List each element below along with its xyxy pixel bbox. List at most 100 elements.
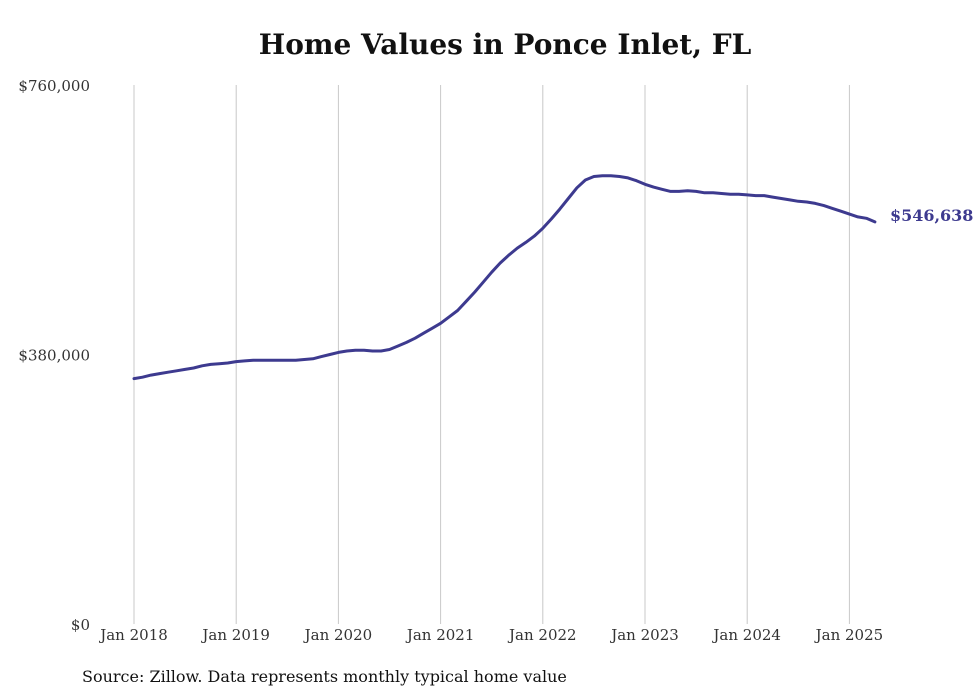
data-point-2022-01 bbox=[541, 227, 544, 230]
data-point-2020-10 bbox=[414, 337, 417, 340]
chart-title: Home Values in Ponce Inlet, FL bbox=[258, 28, 752, 61]
data-point-2019-09 bbox=[303, 358, 306, 361]
data-point-2019-03 bbox=[252, 359, 255, 362]
data-point-2020-07 bbox=[388, 348, 391, 351]
data-point-2024-03 bbox=[763, 194, 766, 197]
data-point-2024-05 bbox=[780, 197, 783, 200]
x-axis-tick-labels: Jan 2018 Jan 2019 Jan 2020 Jan 2021 Jan 2022… bbox=[98, 626, 883, 644]
series-group bbox=[132, 174, 877, 381]
y-tick-label: $760,000 bbox=[18, 77, 90, 95]
data-point-2024-11 bbox=[831, 207, 834, 210]
data-point-2023-07 bbox=[695, 190, 698, 193]
data-point-2018-02 bbox=[141, 376, 144, 379]
data-point-2024-06 bbox=[788, 198, 791, 201]
data-point-2019-07 bbox=[286, 359, 289, 362]
data-point-2023-09 bbox=[712, 191, 715, 194]
x-tick-label: Jan 2025 bbox=[814, 626, 884, 644]
data-point-2021-07 bbox=[490, 271, 493, 274]
data-point-2021-08 bbox=[499, 262, 502, 265]
data-point-2019-08 bbox=[294, 359, 297, 362]
data-point-2018-03 bbox=[150, 374, 153, 377]
data-point-2020-06 bbox=[380, 350, 383, 353]
data-point-2024-01 bbox=[746, 193, 749, 196]
data-point-2020-08 bbox=[397, 345, 400, 348]
data-point-2018-04 bbox=[158, 372, 161, 375]
x-tick-label: Jan 2024 bbox=[711, 626, 781, 644]
data-point-2023-12 bbox=[737, 193, 740, 196]
data-point-2025-03 bbox=[865, 217, 868, 220]
data-point-2020-03 bbox=[354, 349, 357, 352]
data-point-2025-04 bbox=[873, 220, 876, 223]
data-point-2021-04 bbox=[465, 300, 468, 303]
data-point-2019-11 bbox=[320, 355, 323, 358]
data-point-2022-10 bbox=[618, 175, 621, 178]
x-tick-label: Jan 2020 bbox=[303, 626, 373, 644]
data-point-2023-11 bbox=[729, 193, 732, 196]
x-tick-label: Jan 2019 bbox=[200, 626, 270, 644]
data-point-2022-08 bbox=[601, 174, 604, 177]
data-point-2018-07 bbox=[184, 368, 187, 371]
data-point-2022-12 bbox=[635, 179, 638, 182]
data-point-2021-03 bbox=[456, 309, 459, 312]
data-point-2025-01 bbox=[848, 213, 851, 216]
data-point-2020-09 bbox=[405, 341, 408, 344]
data-point-2023-02 bbox=[652, 186, 655, 189]
data-point-2024-10 bbox=[822, 204, 825, 207]
data-point-2024-08 bbox=[805, 201, 808, 204]
end-label-group: $546,638 bbox=[890, 206, 974, 225]
data-point-2023-03 bbox=[661, 188, 664, 191]
data-point-2020-12 bbox=[431, 327, 434, 330]
data-point-2021-02 bbox=[448, 315, 451, 318]
data-point-2020-01 bbox=[337, 351, 340, 354]
data-point-2018-11 bbox=[218, 362, 221, 365]
data-point-2018-01 bbox=[133, 377, 136, 380]
data-point-2019-10 bbox=[311, 357, 314, 360]
data-point-2021-11 bbox=[524, 241, 527, 244]
x-tick-label: Jan 2021 bbox=[405, 626, 475, 644]
data-point-2019-05 bbox=[269, 359, 272, 362]
data-point-2018-09 bbox=[201, 364, 204, 367]
data-point-2021-05 bbox=[473, 291, 476, 294]
data-point-2019-01 bbox=[235, 360, 238, 363]
y-tick-label: $0 bbox=[71, 616, 90, 634]
data-point-2020-02 bbox=[345, 350, 348, 353]
data-point-2022-09 bbox=[609, 174, 612, 177]
data-point-2024-07 bbox=[797, 200, 800, 203]
data-point-2022-03 bbox=[558, 208, 561, 211]
data-point-2023-05 bbox=[678, 190, 681, 193]
data-point-2025-02 bbox=[856, 215, 859, 218]
data-point-2022-02 bbox=[550, 218, 553, 221]
data-point-2019-04 bbox=[260, 359, 263, 362]
data-point-2023-08 bbox=[703, 191, 706, 194]
data-point-2021-09 bbox=[507, 254, 510, 257]
data-point-2022-04 bbox=[567, 197, 570, 200]
x-tick-label: Jan 2023 bbox=[609, 626, 679, 644]
data-point-2024-02 bbox=[754, 194, 757, 197]
data-point-2022-05 bbox=[575, 186, 578, 189]
data-point-2024-12 bbox=[839, 210, 842, 213]
x-tick-label: Jan 2018 bbox=[98, 626, 168, 644]
data-point-2023-04 bbox=[669, 190, 672, 193]
gridlines bbox=[133, 85, 850, 624]
data-point-2019-06 bbox=[277, 359, 280, 362]
y-axis-tick-labels: $0 $380,000 $760,000 bbox=[18, 77, 90, 634]
data-point-2023-06 bbox=[686, 189, 689, 192]
data-point-2021-10 bbox=[516, 247, 519, 250]
data-point-2021-06 bbox=[482, 281, 485, 284]
data-point-2024-04 bbox=[771, 196, 774, 199]
data-point-2022-06 bbox=[584, 179, 587, 182]
series-line bbox=[132, 174, 877, 381]
data-point-2021-12 bbox=[533, 235, 536, 238]
data-point-2019-12 bbox=[328, 353, 331, 356]
x-tick-label: Jan 2022 bbox=[507, 626, 577, 644]
data-point-2018-06 bbox=[175, 369, 178, 372]
end-value-label: $546,638 bbox=[890, 206, 974, 225]
data-point-2022-11 bbox=[627, 176, 630, 179]
data-point-2018-10 bbox=[209, 363, 212, 366]
data-point-2018-12 bbox=[226, 362, 229, 365]
data-point-2022-07 bbox=[592, 175, 595, 178]
data-point-2024-09 bbox=[814, 202, 817, 205]
data-point-2018-08 bbox=[192, 367, 195, 370]
data-point-2018-05 bbox=[167, 371, 170, 374]
